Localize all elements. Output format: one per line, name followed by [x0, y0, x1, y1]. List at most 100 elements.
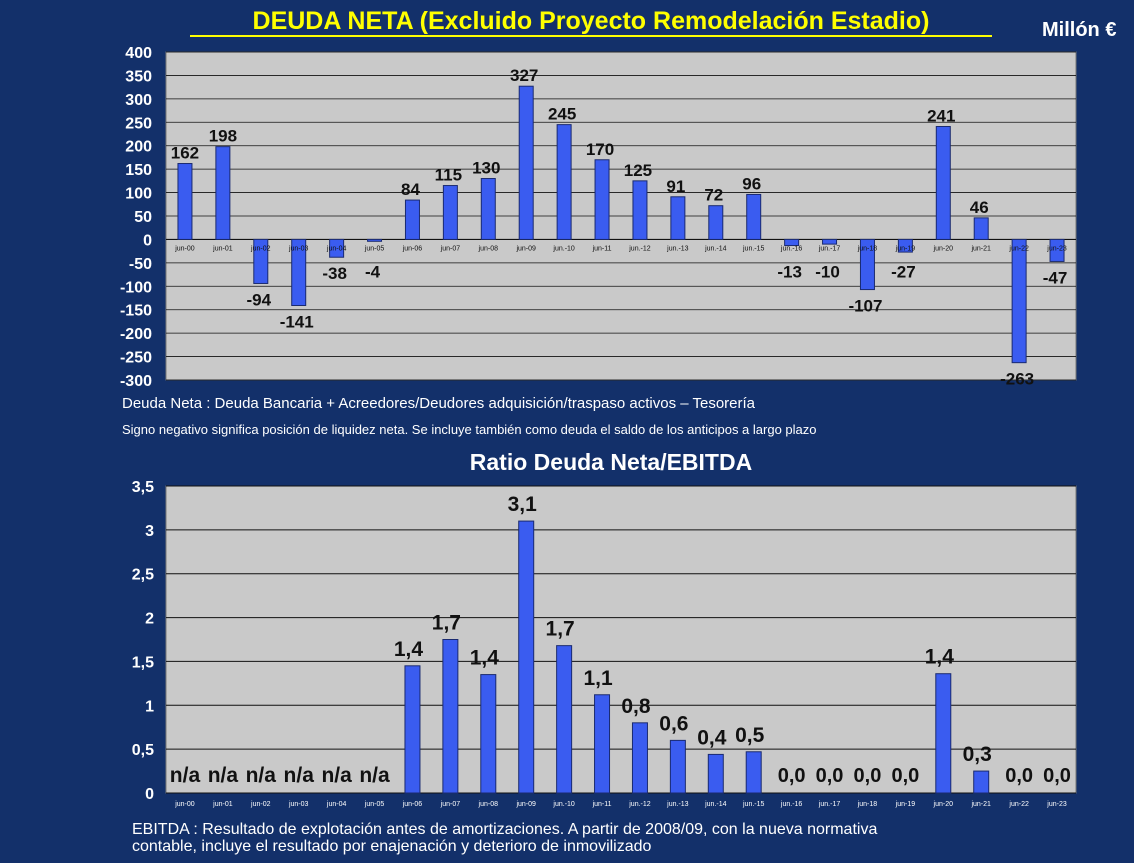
- net-debt-value-label: -107: [848, 297, 882, 316]
- x-tick-label: jun.-12: [628, 801, 651, 808]
- y-tick-label: -200: [120, 326, 152, 343]
- net-debt-bar: [594, 159, 610, 240]
- net-debt-value-label: 96: [742, 174, 761, 193]
- ratio-value-label: 1,4: [470, 647, 500, 670]
- ratio-bar: [707, 753, 724, 794]
- ratio-value-label: n/a: [170, 764, 201, 787]
- ratio-bar: [556, 645, 573, 794]
- ratio-value-label: 0,5: [735, 724, 765, 747]
- x-tick-label: jun-02: [250, 801, 271, 808]
- x-tick-label: jun-23: [1046, 245, 1067, 252]
- net-debt-value-label: -13: [777, 262, 802, 281]
- x-tick-label: jun.-13: [666, 245, 689, 252]
- net-debt-value-label: -38: [322, 264, 347, 283]
- ebitda-definition-line2: contable, incluye el resultado por enaje…: [132, 838, 652, 855]
- y-tick-label: -300: [120, 373, 152, 390]
- x-tick-label: jun-20: [933, 801, 954, 808]
- ratio-value-label: n/a: [284, 764, 315, 787]
- debt-chart-title: DEUDA NETA (Excluido Proyecto Remodelaci…: [253, 7, 930, 35]
- ratio-value-label: 0,4: [697, 726, 727, 749]
- debt-ebitda-ratio-chart: 3,5 3 2,5 2 1,5 1 0,5 0 jun-00 jun-01 jun-02 jun-0…: [132, 479, 1077, 808]
- net-debt-value-label: 72: [704, 186, 723, 205]
- net-debt-value-label: 84: [401, 180, 420, 199]
- x-tick-label: jun-21: [970, 245, 991, 252]
- x-tick-label: jun-06: [402, 245, 423, 252]
- net-debt-value-label: 115: [435, 166, 462, 185]
- x-tick-label: jun-18: [857, 801, 878, 808]
- y-tick-label: -50: [129, 256, 152, 273]
- y-tick-label: 3,5: [132, 479, 154, 496]
- net-debt-bar: [291, 238, 307, 306]
- x-tick-label: jun-22: [1008, 245, 1029, 252]
- x-tick-label: jun.-10: [552, 801, 575, 808]
- y-tick-label: 200: [125, 139, 152, 156]
- net-debt-bar: [822, 238, 838, 245]
- ratio-value-label: n/a: [246, 764, 277, 787]
- x-tick-label: jun-03: [288, 245, 309, 252]
- net-debt-bar: [480, 178, 496, 240]
- x-tick-label: jun.-17: [818, 245, 841, 252]
- net-debt-value-label: 125: [624, 161, 652, 180]
- y-tick-label: 100: [125, 186, 152, 203]
- y-tick-label: 0: [145, 786, 154, 803]
- x-tick-label: jun-01: [212, 245, 233, 252]
- x-tick-label: jun.-14: [704, 801, 727, 808]
- x-tick-label: jun-18: [857, 245, 878, 252]
- net-debt-bar: [404, 199, 420, 240]
- x-tick-label: jun-09: [515, 801, 536, 808]
- net-debt-bar: [897, 238, 913, 253]
- net-debt-bar: [708, 205, 724, 240]
- net-debt-value-label: -141: [280, 312, 314, 331]
- net-debt-value-label: 170: [586, 140, 614, 159]
- net-debt-bar: [973, 217, 989, 240]
- ratio-value-label: n/a: [208, 764, 239, 787]
- x-tick-label: jun-19: [895, 801, 916, 808]
- net-debt-bar: [1011, 238, 1027, 364]
- net-debt-value-label: -263: [1000, 370, 1034, 389]
- net-debt-value-label: 91: [666, 177, 685, 196]
- x-tick-label: jun-07: [440, 245, 461, 252]
- net-debt-bar: [859, 238, 875, 291]
- ratio-bar: [594, 694, 611, 794]
- net-debt-value-label: -94: [247, 290, 272, 309]
- ratio-value-label: n/a: [321, 764, 352, 787]
- net-debt-bar: [442, 185, 458, 240]
- y-tick-label: 250: [125, 115, 152, 132]
- x-tick-label: jun.-16: [780, 801, 803, 808]
- ratio-bar: [669, 739, 686, 794]
- net-debt-chart: 400 350 300 250 200 150 100 50 0 -50 -100 -150 -200 -…: [120, 45, 1077, 390]
- net-debt-value-label: 46: [970, 198, 989, 217]
- y-tick-label: 2: [145, 611, 154, 628]
- ratio-value-label: 0,0: [891, 765, 919, 787]
- x-tick-label: jun.-17: [818, 801, 841, 808]
- x-tick-label: jun-04: [326, 801, 347, 808]
- net-debt-value-label: -4: [365, 262, 381, 281]
- ratio-bar: [442, 639, 459, 794]
- y-tick-label: 2,5: [132, 567, 154, 584]
- net-debt-bar: [215, 146, 231, 240]
- net-debt-value-label: 130: [472, 159, 500, 178]
- y-tick-label: -100: [120, 279, 152, 296]
- x-tick-label: jun-00: [174, 801, 195, 808]
- x-tick-label: jun-08: [478, 801, 499, 808]
- net-debt-value-label: -10: [815, 262, 840, 281]
- ratio-value-label: 1,7: [432, 612, 461, 635]
- net-debt-bar: [329, 238, 345, 258]
- ratio-chart-title: Ratio Deuda Neta/EBITDA: [470, 449, 752, 475]
- y-tick-label: -250: [120, 350, 152, 367]
- x-tick-label: jun-01: [212, 801, 233, 808]
- x-tick-label: jun.-16: [780, 245, 803, 252]
- net-debt-bar: [253, 238, 269, 284]
- net-debt-value-label: 245: [548, 105, 576, 124]
- x-tick-label: jun-11: [592, 245, 612, 252]
- x-tick-label: jun.-12: [628, 245, 651, 252]
- x-tick-label: jun-03: [288, 801, 309, 808]
- ratio-value-label: 0,6: [659, 712, 688, 735]
- net-debt-bar: [784, 238, 800, 247]
- y-tick-label: -150: [120, 303, 152, 320]
- ratio-value-label: 0,0: [816, 765, 844, 787]
- y-tick-label: 0: [143, 232, 152, 249]
- net-debt-bar: [746, 193, 762, 240]
- net-debt-bar: [177, 163, 193, 240]
